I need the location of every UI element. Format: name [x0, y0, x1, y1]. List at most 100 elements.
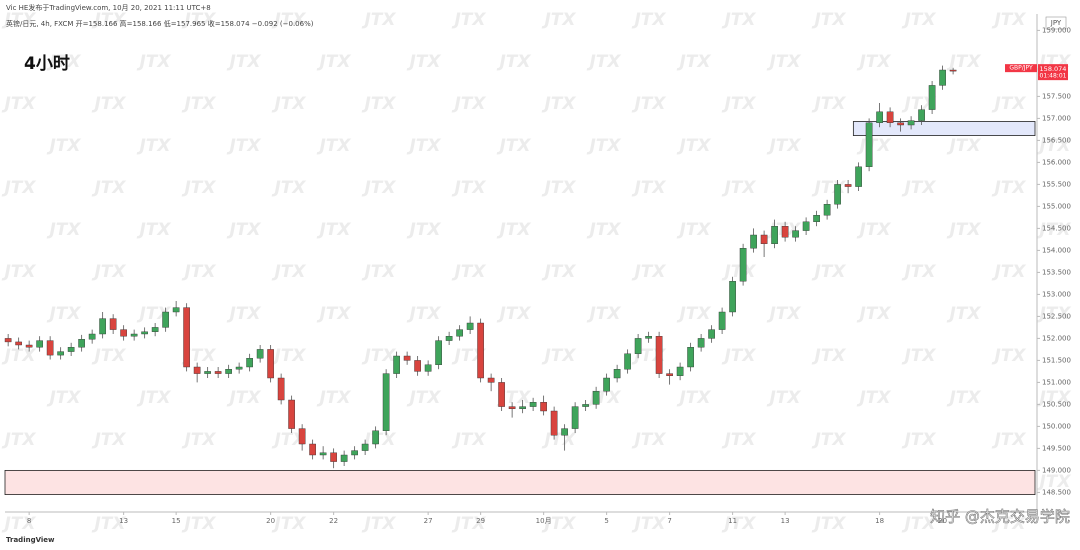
- candle-body: [540, 402, 547, 412]
- price-tag: [1005, 64, 1037, 73]
- watermark: JTX: [631, 94, 666, 114]
- watermark: JTX: [451, 514, 486, 534]
- countdown: 01:48:01: [1040, 73, 1067, 80]
- candle-body: [435, 340, 442, 366]
- watermark: JTX: [676, 388, 711, 408]
- candle-body: [918, 109, 925, 121]
- candle-body: [676, 366, 684, 377]
- watermark: JTX: [181, 262, 216, 282]
- watermark: JTX: [631, 430, 666, 450]
- watermark: JTX: [1, 10, 36, 30]
- x-tick-label: 22: [329, 517, 338, 525]
- candle-body: [277, 377, 285, 401]
- candle-body: [813, 214, 820, 222]
- watermark: JTX: [91, 94, 126, 114]
- x-tick-label: 8: [27, 517, 31, 525]
- candle-body: [151, 327, 159, 332]
- candle-body: [361, 443, 369, 451]
- watermark: JTX: [451, 430, 486, 450]
- watermark: JTX: [226, 136, 261, 156]
- candle-body: [886, 111, 894, 124]
- candle-body: [225, 369, 232, 374]
- symbol-label: GBP/JPY: [1009, 65, 1033, 72]
- watermark: JTX: [1036, 472, 1071, 492]
- watermark: JTX: [271, 262, 306, 282]
- candle-body: [876, 111, 883, 124]
- watermark: JTX: [1036, 136, 1071, 156]
- watermark: JTX: [766, 136, 801, 156]
- watermark: JTX: [406, 136, 441, 156]
- watermark: JTX: [766, 52, 801, 72]
- watermark: JTX: [181, 94, 216, 114]
- watermark: JTX: [451, 178, 486, 198]
- watermark: JTX: [901, 10, 936, 30]
- watermark: JTX: [496, 52, 531, 72]
- candle-body: [739, 247, 747, 282]
- watermark: JTX: [676, 220, 711, 240]
- x-tick-label: 20: [266, 517, 275, 525]
- watermark: JTX: [316, 220, 351, 240]
- candle-body: [477, 322, 484, 379]
- axis-unit-box: [1045, 16, 1067, 30]
- watermark: JTX: [991, 514, 1026, 534]
- zone: [4, 469, 1036, 495]
- watermark: JTX: [541, 10, 576, 30]
- watermark: JTX: [361, 10, 396, 30]
- watermark: JTX: [991, 262, 1026, 282]
- y-tick-label: 152.500: [1042, 312, 1071, 320]
- candle-body: [666, 373, 673, 377]
- watermark: JTX: [946, 388, 981, 408]
- candle-body: [781, 225, 789, 238]
- watermark: JTX: [46, 220, 81, 240]
- watermark: JTX: [451, 262, 486, 282]
- subtitle: 英镑/日元, 4h, FXCM 开=158.166 高=158.166 低=15…: [6, 19, 314, 28]
- y-tick-label: 150.000: [1042, 422, 1071, 430]
- candle-body: [78, 339, 85, 348]
- watermark: JTX: [991, 10, 1026, 30]
- candle-body: [603, 377, 610, 392]
- y-tick-label: 149.500: [1042, 444, 1071, 452]
- candle-body: [309, 443, 316, 456]
- candle-body: [340, 454, 348, 462]
- candle-body: [382, 373, 390, 432]
- watermark: JTX: [901, 514, 936, 534]
- price-tag: [1038, 64, 1068, 81]
- candle-body: [141, 331, 148, 335]
- candle-body: [319, 452, 327, 456]
- watermark: JTX: [226, 304, 261, 324]
- candle-body: [855, 166, 862, 187]
- candle-body: [109, 318, 117, 330]
- watermark: JTX: [1, 178, 36, 198]
- watermark: JTX: [451, 10, 486, 30]
- watermark: JTX: [811, 346, 846, 366]
- watermark: JTX: [991, 178, 1026, 198]
- watermark: JTX: [901, 94, 936, 114]
- y-axis-label: JPY: [1050, 19, 1062, 27]
- candle-body: [4, 338, 12, 343]
- watermark: JTX: [766, 388, 801, 408]
- x-tick-label: 5: [604, 517, 608, 525]
- y-tick-label: 149.000: [1042, 466, 1071, 474]
- watermark: JTX: [451, 94, 486, 114]
- candle-body: [298, 428, 306, 445]
- candle-body: [760, 234, 768, 245]
- candle-body: [403, 355, 411, 361]
- candle-body: [330, 452, 337, 462]
- x-tick-label: 7: [667, 517, 671, 525]
- y-tick-label: 159.000: [1042, 26, 1071, 34]
- watermark: JTX: [136, 52, 171, 72]
- candle-body: [67, 347, 75, 352]
- candle-body: [750, 234, 757, 249]
- candle-body: [897, 122, 904, 126]
- watermark: JTX: [586, 136, 621, 156]
- x-tick-label: 13: [781, 517, 790, 525]
- watermark: JTX: [901, 262, 936, 282]
- zone: [852, 121, 1036, 136]
- watermark: JTX: [946, 52, 981, 72]
- watermark: JTX: [541, 178, 576, 198]
- y-tick-label: 151.000: [1042, 378, 1071, 386]
- candle-body: [634, 338, 642, 354]
- candle-body: [246, 358, 253, 368]
- watermark: JTX: [991, 94, 1026, 114]
- watermark: JTX: [316, 388, 351, 408]
